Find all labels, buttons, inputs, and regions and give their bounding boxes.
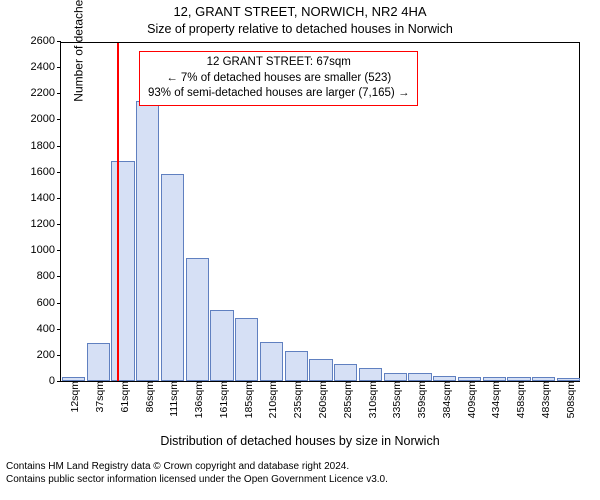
histogram-bar	[309, 359, 332, 381]
x-tick-label: 384sqm	[437, 381, 453, 418]
x-tick-label: 235sqm	[288, 381, 304, 418]
annotation-box: 12 GRANT STREET: 67sqm ← 7% of detached …	[139, 51, 418, 106]
footer-attribution: Contains HM Land Registry data © Crown c…	[6, 460, 388, 486]
y-tick-label: 1400	[31, 192, 61, 204]
y-tick-label: 600	[37, 297, 61, 309]
y-tick-label: 1800	[31, 140, 61, 152]
histogram-bar	[136, 101, 159, 381]
histogram-bar	[260, 342, 283, 381]
histogram-bar	[359, 368, 382, 381]
y-tick-label: 2400	[31, 61, 61, 73]
histogram-bar	[186, 258, 209, 381]
footer-line1: Contains HM Land Registry data © Crown c…	[6, 460, 388, 473]
x-tick-label: 136sqm	[189, 381, 205, 418]
x-tick-label: 86sqm	[140, 381, 156, 413]
y-tick-label: 200	[37, 349, 61, 361]
chart-title-line1: 12, GRANT STREET, NORWICH, NR2 4HA	[0, 0, 600, 21]
histogram-bar	[235, 318, 258, 381]
x-axis-title: Distribution of detached houses by size …	[0, 434, 600, 448]
chart-container: 12, GRANT STREET, NORWICH, NR2 4HA Size …	[0, 0, 600, 37]
histogram-bar	[87, 343, 110, 381]
property-marker-line	[117, 43, 119, 381]
y-tick-label: 1000	[31, 244, 61, 256]
histogram-bar	[384, 373, 407, 381]
histogram-bar	[285, 351, 308, 381]
y-tick-label: 1200	[31, 218, 61, 230]
y-tick-label: 400	[37, 323, 61, 335]
annotation-line2: ← 7% of detached houses are smaller (523…	[148, 71, 409, 87]
x-tick-label: 161sqm	[214, 381, 230, 418]
x-tick-label: 12sqm	[65, 381, 81, 413]
y-tick-label: 2200	[31, 87, 61, 99]
y-tick-label: 2600	[31, 35, 61, 47]
x-tick-label: 508sqm	[561, 381, 577, 418]
annotation-line3: 93% of semi-detached houses are larger (…	[148, 86, 409, 102]
x-tick-label: 483sqm	[536, 381, 552, 418]
x-tick-label: 210sqm	[263, 381, 279, 418]
histogram-bar	[210, 310, 233, 381]
histogram-bar	[161, 174, 184, 381]
y-axis-label: Number of detached properties	[72, 0, 86, 101]
x-tick-label: 310sqm	[363, 381, 379, 418]
chart-title-line2: Size of property relative to detached ho…	[0, 21, 600, 37]
footer-line2: Contains public sector information licen…	[6, 473, 388, 486]
x-tick-label: 359sqm	[412, 381, 428, 418]
x-tick-label: 260sqm	[313, 381, 329, 418]
annotation-line1: 12 GRANT STREET: 67sqm	[148, 55, 409, 71]
y-tick-label: 800	[37, 270, 61, 282]
x-tick-label: 434sqm	[486, 381, 502, 418]
x-tick-label: 458sqm	[511, 381, 527, 418]
histogram-bar	[111, 161, 134, 381]
x-tick-label: 335sqm	[387, 381, 403, 418]
histogram-bar	[334, 364, 357, 381]
x-tick-label: 61sqm	[115, 381, 131, 413]
plot-area: 0200400600800100012001400160018002000220…	[60, 42, 580, 382]
x-tick-label: 285sqm	[338, 381, 354, 418]
x-tick-label: 185sqm	[239, 381, 255, 418]
y-tick-label: 2000	[31, 113, 61, 125]
y-tick-label: 0	[49, 375, 61, 387]
x-tick-label: 111sqm	[164, 381, 180, 417]
x-tick-label: 37sqm	[90, 381, 106, 413]
y-tick-label: 1600	[31, 166, 61, 178]
x-tick-label: 409sqm	[462, 381, 478, 418]
histogram-bar	[408, 373, 431, 381]
